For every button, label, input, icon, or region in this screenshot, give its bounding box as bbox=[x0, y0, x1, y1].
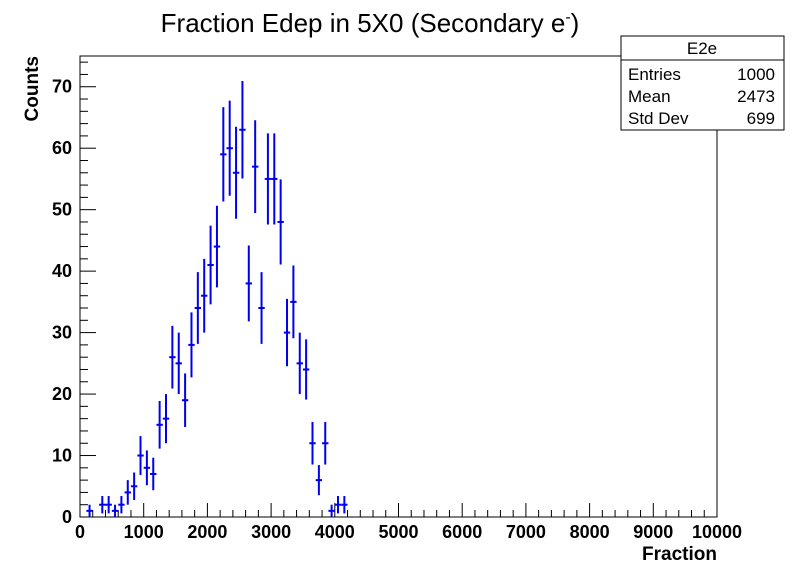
stats-entries-label: Entries bbox=[628, 65, 681, 84]
y-tick-label: 40 bbox=[52, 261, 72, 281]
x-tick-label: 6000 bbox=[442, 522, 482, 542]
y-axis-ticks bbox=[80, 61, 96, 518]
stats-mean-label: Mean bbox=[628, 87, 671, 106]
chart-title-main: Fraction Edep in 5X0 (Secondary e bbox=[161, 8, 566, 38]
data-point bbox=[188, 312, 195, 378]
data-point bbox=[130, 472, 138, 501]
data-point bbox=[207, 225, 214, 305]
stats-mean-value: 2473 bbox=[737, 87, 775, 106]
x-tick-label: 3000 bbox=[251, 522, 291, 542]
y-tick-label: 20 bbox=[52, 384, 72, 404]
data-point bbox=[175, 332, 182, 395]
data-point bbox=[181, 373, 189, 428]
data-point bbox=[328, 504, 335, 517]
data-point bbox=[296, 332, 303, 395]
y-tick-label: 60 bbox=[52, 138, 72, 158]
data-point bbox=[283, 298, 291, 367]
data-point bbox=[111, 504, 119, 517]
data-point bbox=[137, 436, 144, 475]
x-tick-label: 10000 bbox=[692, 522, 742, 542]
stats-stddev-label: Std Dev bbox=[628, 109, 689, 128]
y-tick-label: 30 bbox=[52, 323, 72, 343]
x-tick-label: 1000 bbox=[124, 522, 164, 542]
data-point bbox=[118, 496, 125, 514]
data-point bbox=[277, 179, 284, 265]
data-point bbox=[99, 496, 106, 514]
x-tick-label: 7000 bbox=[506, 522, 546, 542]
data-point bbox=[302, 339, 310, 400]
data-point bbox=[251, 120, 259, 214]
x-tick-label: 2000 bbox=[187, 522, 227, 542]
data-point bbox=[232, 126, 240, 219]
data-point bbox=[322, 421, 329, 465]
data-point bbox=[334, 496, 342, 514]
y-axis-tick-labels: 0 10 20 30 40 50 60 70 bbox=[52, 77, 72, 527]
y-tick-label: 0 bbox=[62, 507, 72, 527]
stats-entries-value: 1000 bbox=[737, 65, 775, 84]
x-axis-tick-labels: 0 1000 2000 3000 4000 5000 6000 7000 8000 9000 100… bbox=[75, 522, 742, 542]
data-point bbox=[105, 496, 112, 514]
data-point bbox=[156, 400, 163, 449]
data-point bbox=[290, 265, 297, 339]
data-point bbox=[309, 421, 316, 465]
chart-title: Fraction Edep in 5X0 (Secondary e-) bbox=[161, 8, 580, 38]
stats-box: E2e Entries 1000 Mean 2473 Std Dev 699 bbox=[620, 35, 785, 131]
chart-title-close: ) bbox=[571, 8, 580, 38]
data-point bbox=[271, 133, 278, 225]
stats-box-frame bbox=[620, 35, 785, 131]
data-point bbox=[258, 272, 265, 344]
data-point bbox=[124, 480, 131, 505]
y-tick-label: 10 bbox=[52, 446, 72, 466]
data-points bbox=[86, 80, 348, 517]
data-point bbox=[239, 80, 246, 179]
data-point bbox=[341, 496, 348, 514]
data-point bbox=[315, 465, 323, 496]
x-tick-label: 0 bbox=[75, 522, 85, 542]
y-axis-label: Counts bbox=[22, 56, 43, 121]
data-point bbox=[220, 107, 227, 202]
stats-box-title: E2e bbox=[687, 39, 717, 58]
x-tick-label: 8000 bbox=[570, 522, 610, 542]
data-point bbox=[143, 450, 151, 486]
y-tick-label: 70 bbox=[52, 77, 72, 97]
data-point bbox=[86, 504, 93, 517]
x-axis-ticks bbox=[79, 503, 718, 517]
data-point bbox=[226, 100, 233, 196]
chart-title-superscript: - bbox=[565, 9, 570, 26]
x-tick-label: 5000 bbox=[378, 522, 418, 542]
data-point bbox=[162, 394, 170, 444]
data-point bbox=[169, 325, 176, 389]
x-axis-label: Fraction bbox=[642, 544, 717, 565]
stats-stddev-value: 699 bbox=[747, 109, 775, 128]
x-tick-label: 4000 bbox=[315, 522, 355, 542]
data-point bbox=[245, 245, 252, 322]
x-tick-label: 9000 bbox=[633, 522, 673, 542]
data-point bbox=[201, 258, 208, 333]
data-point bbox=[213, 205, 221, 288]
data-point bbox=[150, 457, 157, 491]
data-point bbox=[264, 133, 272, 225]
data-point bbox=[194, 272, 202, 344]
y-tick-label: 50 bbox=[52, 200, 72, 220]
